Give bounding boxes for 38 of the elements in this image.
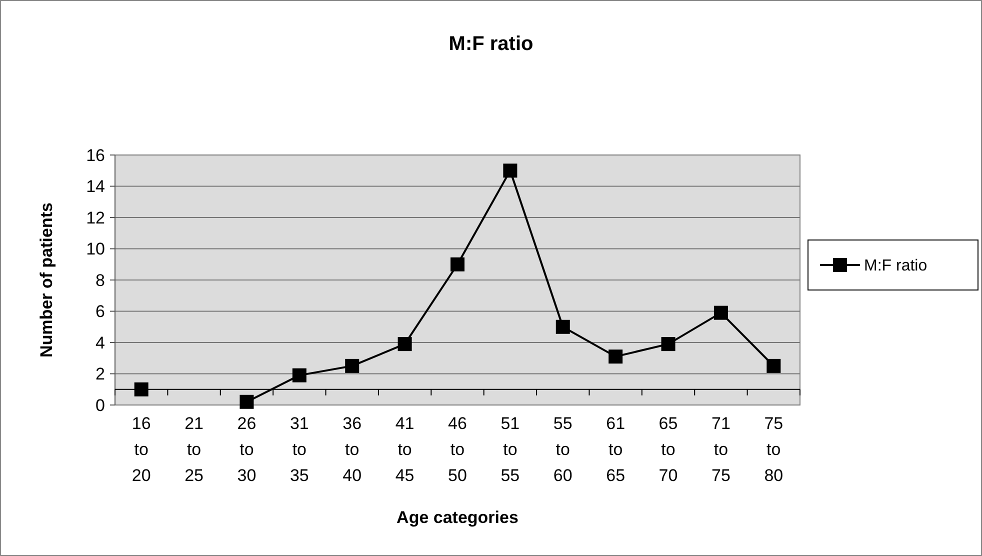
x-tick-label: 46 to 50 xyxy=(448,414,467,485)
point xyxy=(450,257,464,272)
point xyxy=(766,358,781,373)
x-tick-label: 71 to 75 xyxy=(712,414,730,485)
chart-title: M:F ratio xyxy=(448,33,534,55)
x-tick-label: 21 to 25 xyxy=(184,414,204,485)
legend-label: M:F ratio xyxy=(864,258,928,275)
x-tick-label: 61 to 65 xyxy=(606,414,626,485)
x-tick-label: 36 to 40 xyxy=(342,414,362,485)
x-tick-label: 51 to 55 xyxy=(500,414,520,485)
y-axis-title: Number of patients xyxy=(37,202,56,358)
point xyxy=(398,337,412,352)
point xyxy=(134,382,148,396)
y-tick-label: 12 xyxy=(86,208,105,228)
y-tick-label: 8 xyxy=(96,270,105,290)
y-tick-label: 16 xyxy=(86,146,105,165)
x-tick-label: 16 to 20 xyxy=(132,414,151,485)
x-tick-label: 41 to 45 xyxy=(395,414,414,485)
x-tick-label: 31 to 35 xyxy=(290,414,309,485)
point xyxy=(661,337,676,352)
y-tick-label: 4 xyxy=(96,333,105,352)
point xyxy=(345,358,360,373)
x-tick-label: 75 to 80 xyxy=(764,414,784,485)
point xyxy=(292,368,306,382)
y-tick-label: 2 xyxy=(96,364,105,384)
point xyxy=(556,320,570,334)
x-tick-label: 26 to 30 xyxy=(237,414,256,485)
point xyxy=(608,350,623,364)
y-tick-label: 10 xyxy=(86,240,105,259)
x-axis-title: Age categories xyxy=(396,508,518,527)
y-tick-label: 6 xyxy=(96,302,105,322)
point xyxy=(503,164,518,178)
x-tick-label: 55 to 60 xyxy=(553,414,572,485)
y-tick-label: 0 xyxy=(96,396,105,415)
point xyxy=(714,306,728,320)
y-tick-label: 14 xyxy=(86,177,105,196)
point xyxy=(240,394,254,409)
x-tick-label: 65 to 70 xyxy=(658,414,678,485)
